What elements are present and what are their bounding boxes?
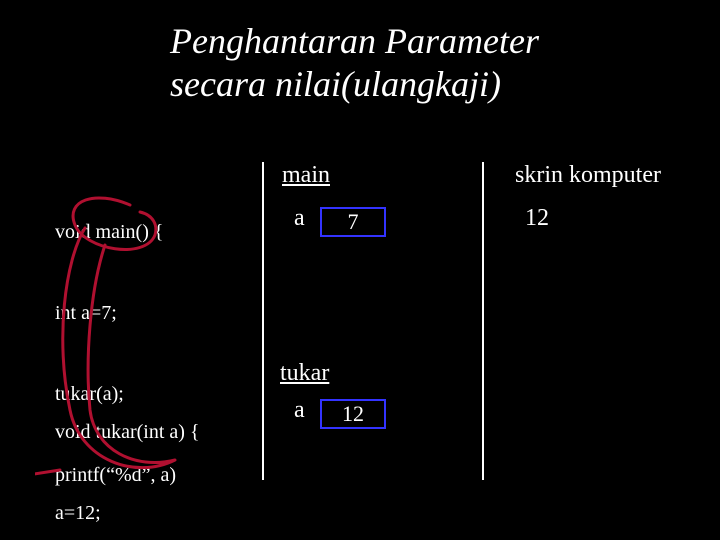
code-tukar-l2: a=12; [55,500,200,527]
heading-main: main [282,162,330,189]
value-main-a: 7 [348,209,359,234]
divider-left [262,162,264,480]
title-line2: secara nilai(ulangkaji) [170,64,501,104]
value-tukar-a: 12 [342,401,364,426]
divider-right [482,162,484,480]
screen-output: 12 [525,205,549,232]
box-tukar-a: 12 [320,399,386,429]
var-tukar-a: a [294,397,305,424]
heading-tukar: tukar [280,360,329,387]
code-main-l1: void main() { [55,219,176,246]
var-main-a: a [294,205,305,232]
code-main-l2: int a=7; [55,300,176,327]
box-main-a: 7 [320,207,386,237]
title-line1: Penghantaran Parameter [170,21,539,61]
heading-screen: skrin komputer [515,162,661,189]
code-tukar: void tukar(int a) { a=12; printf(“%d\n”,… [55,365,200,540]
code-tukar-l1: void tukar(int a) { [55,419,200,446]
slide-title: Penghantaran Parameter secara nilai(ulan… [170,20,690,106]
